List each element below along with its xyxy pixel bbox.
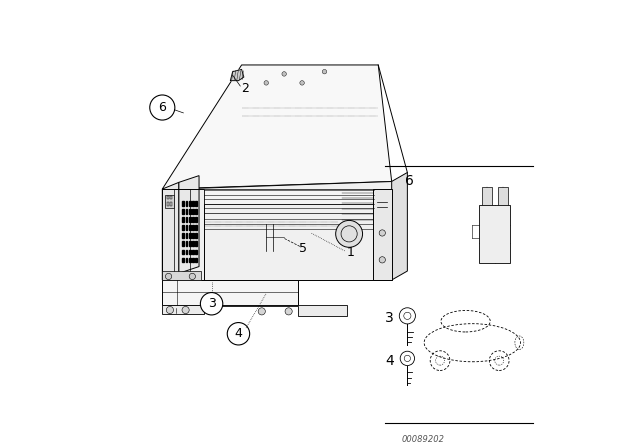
Bar — [182, 258, 184, 262]
Bar — [189, 258, 191, 262]
Circle shape — [166, 306, 173, 314]
Bar — [186, 217, 188, 222]
Bar — [167, 196, 169, 199]
Bar — [195, 233, 197, 238]
Bar — [186, 241, 188, 246]
Circle shape — [323, 69, 327, 74]
Text: 6: 6 — [158, 101, 166, 114]
Bar — [192, 233, 194, 238]
Polygon shape — [163, 305, 347, 316]
Bar — [195, 217, 197, 222]
Circle shape — [379, 230, 385, 236]
Bar — [186, 201, 188, 206]
Circle shape — [400, 351, 415, 366]
Polygon shape — [392, 172, 407, 280]
Bar — [189, 209, 191, 214]
Bar — [498, 187, 508, 205]
Bar — [186, 233, 188, 238]
Text: 1: 1 — [346, 246, 355, 259]
Bar — [195, 250, 197, 254]
Circle shape — [300, 81, 305, 85]
Bar — [182, 201, 184, 206]
Bar — [192, 209, 194, 214]
Bar — [167, 202, 169, 206]
Polygon shape — [163, 181, 392, 280]
Bar — [182, 241, 184, 246]
Circle shape — [285, 308, 292, 315]
Polygon shape — [204, 189, 373, 204]
Text: 3: 3 — [385, 311, 394, 325]
Bar — [189, 233, 191, 238]
Bar — [186, 258, 188, 262]
Text: 4: 4 — [385, 353, 394, 368]
Circle shape — [189, 273, 195, 280]
Bar — [192, 258, 194, 262]
Text: 4: 4 — [234, 327, 243, 340]
Bar — [182, 225, 184, 230]
Bar — [482, 187, 492, 205]
Bar — [192, 241, 194, 246]
Text: 00089202: 00089202 — [401, 435, 445, 444]
Bar — [182, 250, 184, 254]
Bar — [182, 233, 184, 238]
Polygon shape — [179, 176, 199, 273]
Text: 6: 6 — [405, 174, 414, 189]
Circle shape — [282, 72, 287, 76]
Circle shape — [227, 323, 250, 345]
Circle shape — [379, 257, 385, 263]
Polygon shape — [163, 271, 202, 280]
Bar — [182, 209, 184, 214]
Circle shape — [150, 95, 175, 120]
Circle shape — [182, 306, 189, 314]
Polygon shape — [373, 189, 392, 280]
Polygon shape — [163, 182, 179, 280]
Text: 5: 5 — [300, 242, 307, 255]
Text: 2: 2 — [241, 82, 249, 95]
Polygon shape — [163, 280, 298, 305]
Circle shape — [166, 273, 172, 280]
Circle shape — [200, 293, 223, 315]
Polygon shape — [230, 69, 244, 81]
Bar — [195, 201, 197, 206]
Polygon shape — [165, 195, 174, 208]
Bar — [192, 250, 194, 254]
Bar — [170, 202, 172, 206]
Bar — [189, 241, 191, 246]
Bar — [195, 241, 197, 246]
Bar — [189, 217, 191, 222]
Circle shape — [399, 308, 415, 324]
Polygon shape — [479, 205, 511, 263]
Bar — [189, 250, 191, 254]
Bar — [192, 201, 194, 206]
Bar — [192, 217, 194, 222]
Bar — [182, 217, 184, 222]
Text: 3: 3 — [207, 297, 216, 310]
Circle shape — [264, 81, 269, 85]
Bar — [186, 250, 188, 254]
Bar — [195, 225, 197, 230]
Polygon shape — [163, 65, 392, 189]
Bar — [195, 258, 197, 262]
Bar — [186, 225, 188, 230]
Circle shape — [336, 220, 362, 247]
Bar — [192, 225, 194, 230]
Circle shape — [258, 308, 266, 315]
Bar — [189, 201, 191, 206]
Bar — [195, 209, 197, 214]
Bar — [186, 209, 188, 214]
Bar — [170, 196, 172, 199]
Bar — [189, 225, 191, 230]
